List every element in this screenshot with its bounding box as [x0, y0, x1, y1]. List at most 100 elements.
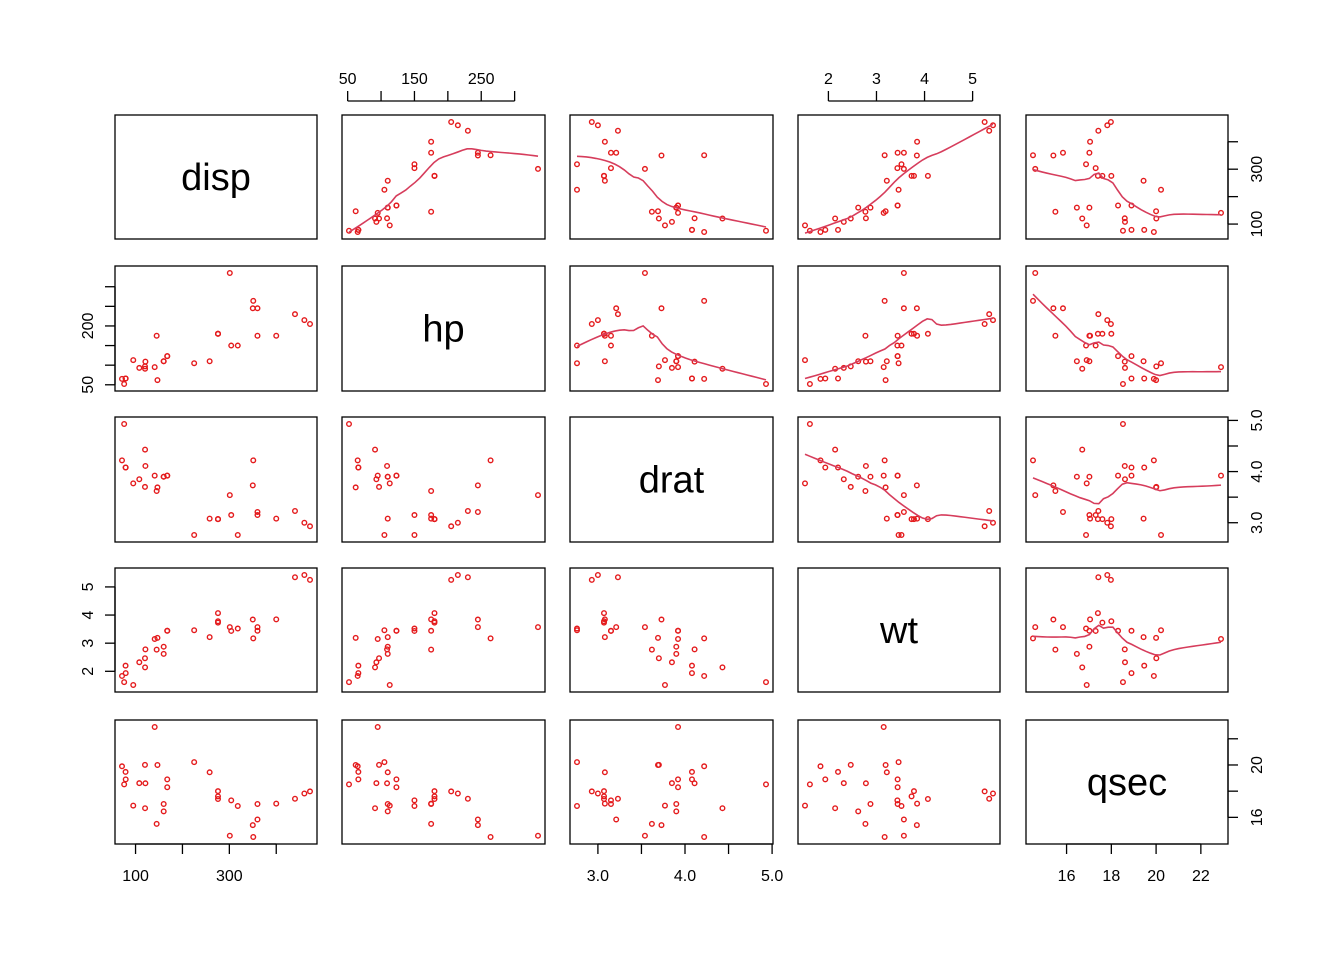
data-point [675, 364, 682, 371]
data-point [1029, 152, 1036, 159]
data-point [428, 820, 435, 827]
data-point [658, 305, 665, 312]
data-point [1029, 457, 1036, 464]
variable-label-drat: drat [639, 460, 705, 502]
smooth-line [804, 453, 994, 522]
data-point [214, 788, 221, 795]
data-point [655, 208, 662, 215]
data-point [862, 215, 869, 222]
data-point [487, 635, 494, 642]
panel-disp-vs-disp: disp [114, 114, 318, 240]
data-point [355, 662, 362, 669]
data-point [234, 342, 241, 349]
data-point [153, 488, 160, 495]
data-point [291, 311, 298, 318]
data-point [130, 480, 137, 487]
data-point [1141, 375, 1148, 382]
data-point [1083, 480, 1090, 487]
data-point [226, 270, 233, 277]
panel-frame [797, 719, 1001, 845]
data-point [607, 165, 614, 172]
data-point [1079, 365, 1086, 372]
data-point [411, 165, 418, 172]
data-point [1079, 664, 1086, 671]
data-point [614, 795, 621, 802]
data-point [910, 516, 917, 523]
data-point [535, 165, 542, 172]
data-point [900, 832, 907, 839]
data-point [1121, 358, 1128, 365]
data-point [883, 358, 890, 365]
data-point [384, 462, 391, 469]
data-point [374, 472, 381, 479]
data-point [372, 805, 379, 812]
data-point [136, 364, 143, 371]
panel-disp-vs-drat [569, 114, 774, 240]
smooth-line [576, 325, 767, 381]
data-point [464, 507, 471, 514]
data-point [1073, 473, 1080, 480]
data-point [301, 519, 308, 526]
data-point [817, 375, 824, 382]
data-point [658, 616, 665, 623]
data-point [346, 421, 353, 428]
data-point [894, 797, 901, 804]
data-point [1107, 523, 1114, 530]
data-point [1092, 512, 1099, 519]
data-point [1099, 330, 1106, 337]
data-point [574, 625, 581, 632]
data-point [154, 484, 161, 491]
tick-label: 100 [122, 868, 149, 885]
data-point [882, 377, 889, 384]
panel-frame [1025, 265, 1229, 392]
data-point [1153, 208, 1160, 215]
data-point [601, 634, 608, 641]
data-point [1086, 512, 1093, 519]
data-point [142, 805, 149, 812]
data-point [151, 472, 158, 479]
data-point [913, 482, 920, 489]
panel-disp-vs-hp [341, 114, 546, 240]
data-point [1128, 670, 1135, 677]
panel-hp-vs-drat [569, 265, 774, 392]
data-point [1032, 624, 1039, 631]
data-point [411, 797, 418, 804]
data-point [234, 625, 241, 632]
data-point [613, 149, 620, 156]
data-point [981, 788, 988, 795]
data-point [1087, 332, 1094, 339]
data-point [428, 149, 435, 156]
data-point [254, 332, 261, 339]
tick-label: 5.0 [761, 868, 783, 885]
data-point [1158, 360, 1165, 367]
data-point [214, 516, 221, 523]
data-point [487, 457, 494, 464]
data-point [1052, 208, 1059, 215]
panel-hp-vs-disp [114, 265, 318, 392]
panel-qsec-vs-hp [341, 719, 546, 845]
data-point [1073, 650, 1080, 657]
smooth-line [1032, 624, 1222, 656]
data-point [130, 682, 137, 689]
data-point [1095, 311, 1102, 318]
data-point [867, 204, 874, 211]
data-point [384, 515, 391, 522]
data-point [594, 317, 601, 324]
data-point [822, 464, 829, 471]
tick-label: 4 [920, 71, 929, 88]
tick-label: 16 [1058, 868, 1076, 885]
data-point [411, 627, 418, 634]
data-point [151, 635, 158, 642]
data-point [428, 512, 435, 519]
data-point [691, 780, 698, 787]
panel-qsec-vs-wt [797, 719, 1001, 845]
data-point [641, 832, 648, 839]
data-point [393, 627, 400, 634]
data-point [118, 457, 125, 464]
data-point [894, 472, 901, 479]
data-point [1217, 364, 1224, 371]
data-point [352, 208, 359, 215]
data-point [835, 375, 842, 382]
panel-qsec-vs-drat [569, 719, 774, 845]
data-point [894, 512, 901, 519]
